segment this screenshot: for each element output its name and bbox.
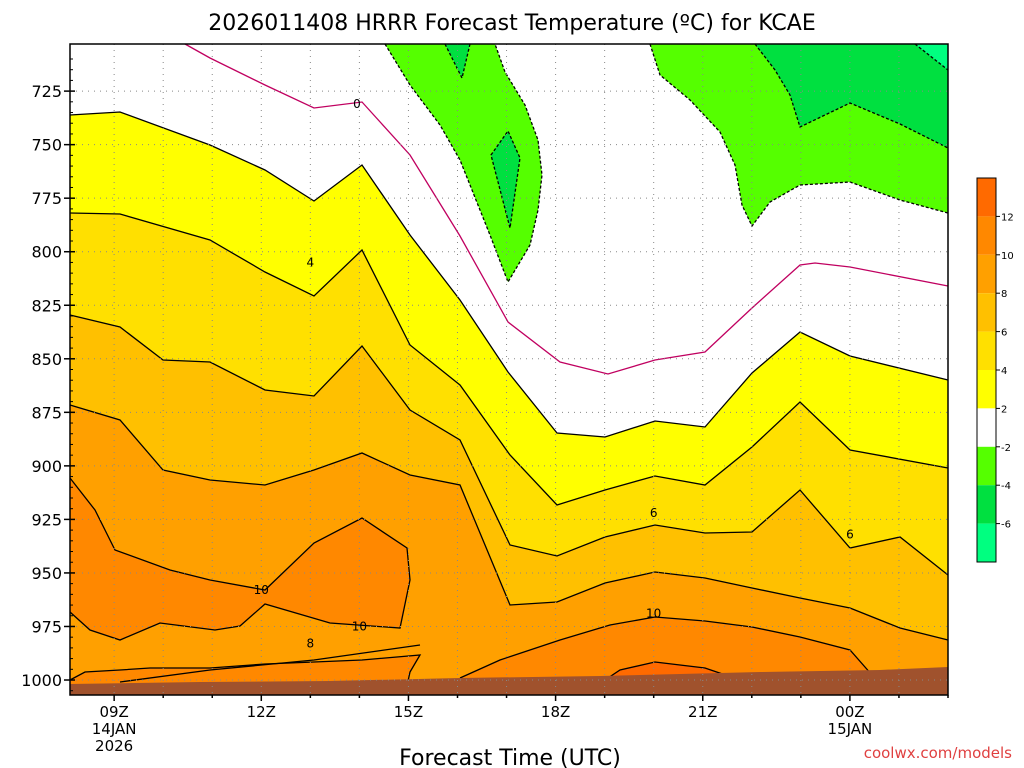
y-axis: 725 750 775 800 825 850 875 900 925 950 975 1000: [21, 58, 75, 692]
y-tick-label: 950: [31, 564, 62, 583]
x-tick-label: 15JAN: [828, 720, 873, 738]
ground-surface: [70, 667, 948, 695]
contour-label: 0: [353, 97, 361, 111]
x-axis-label: Forecast Time (UTC): [399, 746, 621, 768]
isotherm-m2-b: [444, 43, 471, 80]
colorbar-tick-label: -6: [1001, 520, 1011, 531]
x-tick-label: 18Z: [541, 703, 570, 721]
isotherm-m4-b: [754, 43, 949, 149]
contour-label: 6: [650, 506, 658, 520]
x-tick-label: 14JAN: [92, 720, 137, 738]
x-tick-label: 15Z: [394, 703, 423, 721]
colorbar-tick-label: 8: [1001, 289, 1007, 300]
y-tick-label: 775: [31, 189, 62, 208]
colorbar-segment: [977, 446, 996, 486]
contour-label: 10: [254, 583, 269, 597]
y-tick-label: 1000: [21, 671, 62, 690]
colorbar-segment: [977, 178, 996, 217]
colorbar-segment: [977, 408, 996, 447]
colorbar-segment: [977, 216, 996, 255]
colorbar-tick-label: -4: [1001, 481, 1011, 492]
colorbar-segment: [977, 331, 996, 370]
contour-label: 10: [646, 607, 661, 621]
grid: [70, 44, 949, 695]
colorbar-tick-label: 12: [1001, 212, 1014, 223]
isotherm-6: [69, 314, 949, 576]
contour-label: 8: [307, 637, 315, 651]
y-tick-label: 925: [31, 510, 62, 529]
colorbar-segment: [977, 485, 996, 524]
x-tick-label: 09Z: [99, 703, 128, 721]
colorbar-tick-label: 4: [1001, 366, 1007, 377]
y-tick-label: 900: [31, 457, 62, 476]
y-tick-label: 825: [31, 296, 62, 315]
isotherm-lines: [69, 43, 949, 696]
x-tick-label: 12Z: [247, 703, 276, 721]
isotherm-10-a: [69, 477, 411, 641]
contour-label: 10: [352, 619, 367, 633]
layer-m4-m6-a: [491, 131, 520, 228]
isotherm-zero-a: [184, 43, 949, 375]
x-tick-label: 21Z: [688, 703, 717, 721]
isotherm-2: [69, 111, 949, 438]
colorbar: 12 10 8 6 4 2 -2 -4 -6: [976, 177, 1014, 563]
colorbar-tick-label: -2: [1001, 443, 1011, 454]
isotherm-8: [69, 404, 949, 641]
credit-text: coolwx.com/models: [864, 744, 1012, 762]
y-tick-label: 750: [31, 136, 62, 155]
y-tick-label: 975: [31, 617, 62, 636]
contour-label: 6: [846, 527, 854, 541]
colorbar-segment: [977, 370, 996, 409]
isotherm-8-sfc: [69, 654, 422, 696]
isotherm-m2-a: [384, 43, 543, 284]
layer-10-12: [70, 478, 410, 640]
y-tick-label: 725: [31, 82, 62, 101]
x-tick-label: 2026: [95, 737, 133, 755]
isotherm-8-sfc-b: [119, 644, 421, 683]
layer-m4-m6-c: [755, 44, 948, 148]
temperature-fill-layers: [70, 44, 948, 695]
chart-title: 2026011408 HRRR Forecast Temperature (ºC…: [208, 11, 815, 36]
y-tick-label: 875: [31, 403, 62, 422]
y-tick-label: 800: [31, 243, 62, 262]
colorbar-segment: [977, 254, 996, 294]
isotherm-10-b: [459, 616, 873, 679]
isotherm-4: [69, 212, 949, 506]
colorbar-segment: [977, 293, 996, 332]
y-tick-label: 850: [31, 350, 62, 369]
x-tick-label: 00Z: [835, 703, 864, 721]
isotherm-m6: [914, 43, 949, 71]
contour-labels: 0 4 6 6 10 10 10 8: [254, 97, 854, 651]
colorbar-tick-label: 10: [1001, 251, 1014, 262]
colorbar-tick-label: 2: [1001, 404, 1007, 415]
colorbar-tick-label: 6: [1001, 328, 1007, 339]
contour-label: 4: [307, 255, 315, 269]
colorbar-segment: [977, 523, 996, 562]
isotherm-m2-c: [649, 43, 949, 228]
